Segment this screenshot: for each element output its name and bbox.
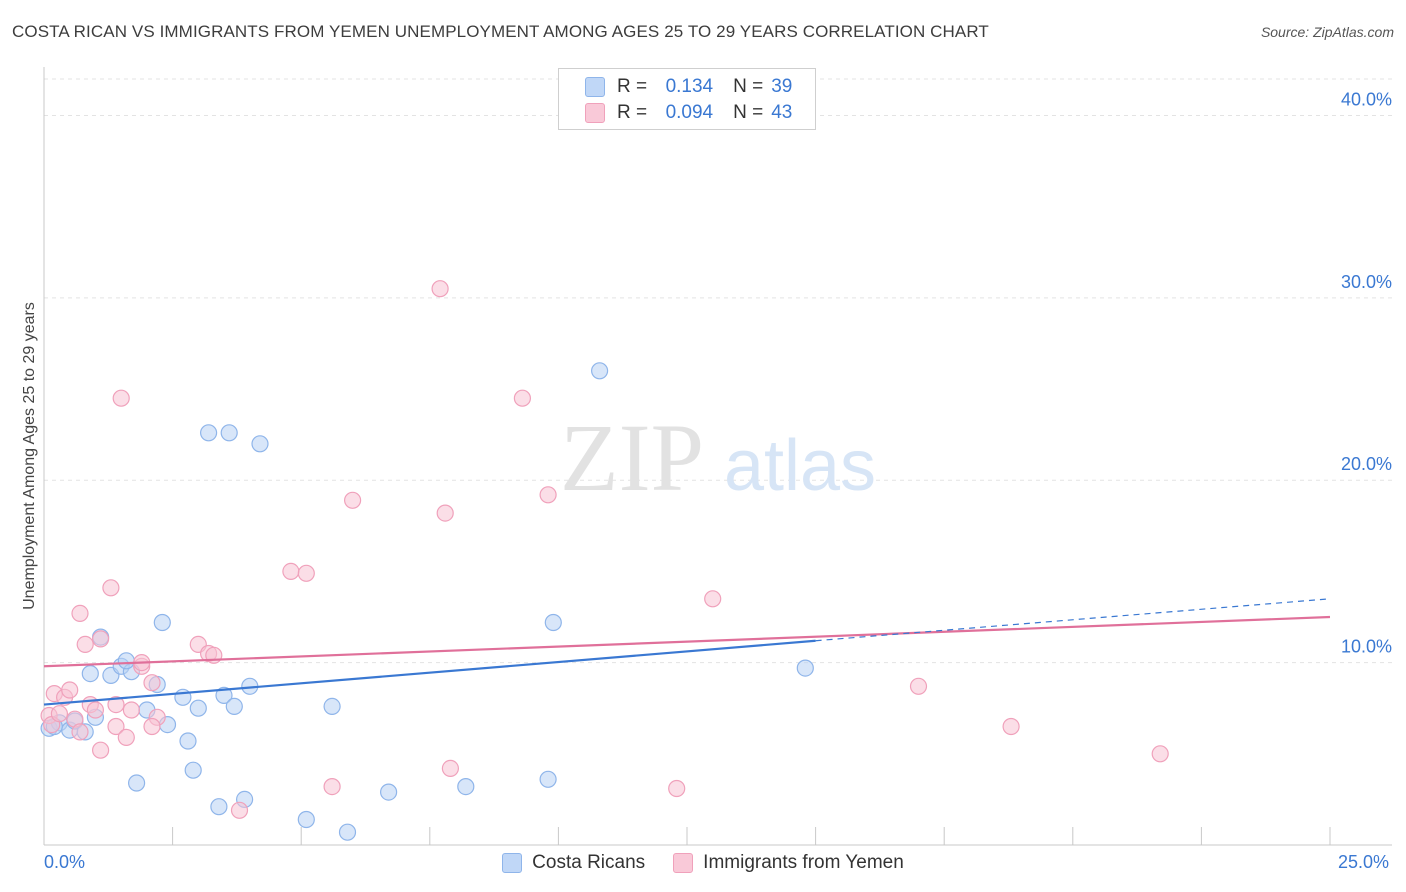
- legend-swatch-pink: [673, 853, 694, 873]
- point-yemen: [282, 562, 300, 581]
- legend-n-label: N =: [733, 76, 764, 97]
- point-costa-ricans: [297, 810, 315, 829]
- point-costa-ricans: [210, 798, 228, 816]
- point-costa-ricans: [153, 613, 171, 632]
- point-yemen: [102, 579, 120, 597]
- point-yemen: [61, 681, 79, 699]
- point-yemen: [441, 759, 459, 778]
- legend-item-costa-ricans[interactable]: Costa Ricans: [502, 852, 645, 874]
- point-costa-ricans: [81, 664, 99, 683]
- point-yemen: [117, 728, 135, 747]
- legend-r-value-1: 0.134: [665, 76, 714, 97]
- legend-r-label: R =: [617, 102, 648, 123]
- point-yemen: [112, 389, 130, 407]
- point-costa-ricans: [128, 774, 146, 792]
- chart-title: COSTA RICAN VS IMMIGRANTS FROM YEMEN UNE…: [12, 22, 989, 41]
- point-costa-ricans: [215, 686, 233, 705]
- point-costa-ricans: [457, 777, 475, 796]
- legend-label-costa-ricans: Costa Ricans: [532, 852, 646, 873]
- legend-swatch-blue: [585, 77, 605, 97]
- point-costa-ricans: [179, 732, 197, 750]
- point-yemen: [71, 604, 89, 623]
- point-yemen: [436, 504, 454, 522]
- legend-row-costa-ricans: R = 0.134 N = 39: [585, 76, 792, 98]
- legend-n-value-2: 43: [771, 102, 793, 123]
- point-costa-ricans: [338, 823, 357, 841]
- y-tick-label: 30.0%: [1341, 272, 1392, 292]
- x-tick-label-min: 0.0%: [44, 852, 86, 872]
- x-tick-label-max: 25.0%: [1338, 852, 1390, 872]
- point-yemen: [86, 701, 105, 719]
- y-tick-label: 40.0%: [1341, 89, 1392, 109]
- point-yemen: [704, 590, 722, 608]
- point-yemen: [71, 723, 89, 741]
- point-yemen: [91, 630, 110, 648]
- point-yemen: [431, 280, 449, 298]
- point-costa-ricans: [323, 697, 341, 716]
- legend-swatch-blue: [502, 853, 523, 873]
- trend-lines: [43, 598, 1331, 706]
- trend-line-costa-ricans: [43, 639, 816, 706]
- point-yemen: [668, 779, 686, 798]
- point-costa-ricans: [251, 435, 269, 453]
- point-costa-ricans: [184, 761, 202, 779]
- legend-item-yemen[interactable]: Immigrants from Yemen: [673, 852, 904, 874]
- y-tick-label: 20.0%: [1341, 454, 1392, 474]
- point-costa-ricans: [544, 613, 562, 632]
- point-yemen: [122, 701, 140, 719]
- trend-line-costa-ricans-extrapolated: [815, 598, 1331, 642]
- legend-n-value-1: 39: [771, 76, 793, 97]
- correlation-legend: R = 0.134 N = 39 R = 0.094 N = 43: [558, 68, 816, 130]
- point-yemen: [297, 564, 315, 582]
- point-yemen: [323, 777, 341, 796]
- y-tick-labels: 10.0% 20.0% 30.0% 40.0%: [1341, 89, 1392, 656]
- y-tick-label: 10.0%: [1341, 637, 1392, 657]
- point-costa-ricans: [117, 652, 135, 670]
- point-yemen: [230, 801, 249, 819]
- point-costa-ricans: [539, 770, 557, 788]
- point-yemen: [107, 717, 125, 736]
- point-yemen: [50, 705, 69, 723]
- point-costa-ricans: [220, 424, 238, 442]
- watermark-zip: ZIP: [560, 404, 704, 511]
- legend-r-value-2: 0.094: [665, 102, 714, 123]
- point-yemen: [344, 491, 362, 509]
- legend-swatch-pink: [585, 103, 605, 123]
- axes: [43, 67, 1392, 846]
- grid-lines: [44, 78, 1392, 664]
- point-yemen: [107, 695, 125, 714]
- point-yemen: [76, 635, 94, 654]
- point-yemen: [513, 389, 532, 407]
- point-costa-ricans: [380, 783, 398, 801]
- watermark: ZIP atlas: [560, 404, 876, 511]
- point-costa-ricans: [796, 659, 814, 677]
- point-costa-ricans: [189, 699, 207, 717]
- source-label: Source: ZipAtlas.com: [1260, 24, 1394, 40]
- legend-n-label: N =: [733, 102, 764, 123]
- point-yemen: [539, 486, 557, 504]
- point-yemen: [91, 741, 110, 759]
- point-yemen: [143, 717, 161, 736]
- series-legend: Costa Ricans Immigrants from Yemen: [0, 852, 1406, 874]
- point-costa-ricans: [200, 424, 218, 442]
- point-yemen: [909, 677, 928, 695]
- legend-r-label: R =: [617, 76, 648, 97]
- point-costa-ricans: [590, 362, 609, 380]
- legend-row-yemen: R = 0.094 N = 43: [585, 102, 792, 124]
- trend-line-yemen: [43, 615, 1331, 668]
- series-yemen-points: [40, 280, 1169, 819]
- point-costa-ricans: [225, 697, 243, 716]
- point-yemen: [143, 674, 161, 692]
- legend-label-yemen: Immigrants from Yemen: [703, 852, 904, 873]
- watermark-atlas: atlas: [724, 426, 876, 506]
- point-yemen: [1151, 745, 1169, 763]
- point-yemen: [1002, 717, 1020, 736]
